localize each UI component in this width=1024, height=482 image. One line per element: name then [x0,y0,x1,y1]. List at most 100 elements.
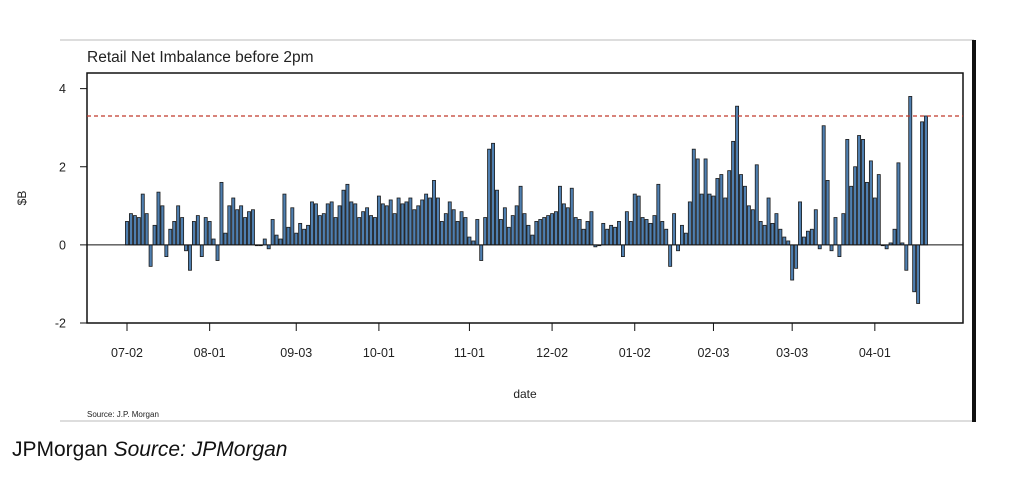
bar [577,219,582,246]
bar [813,209,818,246]
bar [408,197,413,246]
bar [459,211,464,246]
bar [892,228,897,246]
bar [136,217,141,246]
bar [404,201,409,246]
bar [357,217,362,246]
bar [735,105,740,246]
bar [802,236,806,246]
bar [695,158,700,246]
bar [609,224,614,246]
bar [849,185,854,246]
x-tick-label: 07-02 [111,346,143,360]
bar [164,244,169,258]
bar [184,244,188,252]
bar [443,213,448,246]
bar [683,232,688,246]
bar [739,174,743,246]
bar [884,244,889,250]
y-tick-label: 2 [59,160,66,174]
bar [333,217,338,246]
bar [569,187,574,246]
bar [872,197,877,246]
bar [247,211,251,246]
bar [302,228,307,246]
bar [180,217,185,246]
bar [542,217,547,246]
bar [341,189,346,246]
bar [510,215,515,246]
bar [278,238,283,246]
bar [432,180,436,246]
image-caption: JPMorgan Source: JPMorgan [12,438,287,462]
bar [762,224,767,246]
bar [727,170,732,246]
bar [243,217,248,246]
bar [400,203,405,246]
x-tick-label: 04-01 [859,346,891,360]
bar [845,139,850,246]
bar [904,244,909,271]
bar [479,244,484,261]
bar [239,205,244,246]
bar [172,221,177,246]
bar [558,185,562,246]
x-axis: 07-02 08-01 09-03 10-01 11-01 12-02 01-02 02-03… [111,322,891,360]
bar [546,215,551,246]
bar [455,221,460,246]
bar [664,228,669,246]
bar [140,193,145,246]
bar [699,193,704,246]
bar [805,230,810,246]
bar [518,185,523,246]
bar [920,121,925,246]
bar [471,240,476,246]
bar [420,199,425,246]
bar [207,221,212,246]
bar [522,213,527,246]
bar [908,96,913,246]
bar [758,221,763,246]
bar [601,222,606,246]
bar [337,205,342,246]
bar [865,181,869,246]
bar [361,211,366,246]
bar [680,224,684,246]
bar [514,205,519,246]
bar [467,236,472,246]
bar [743,185,747,246]
bar [195,215,200,246]
bar [617,221,621,246]
bar [636,195,641,246]
bar [128,213,133,246]
bar [573,217,578,246]
bar [329,201,334,246]
bar [723,197,728,246]
bar [766,197,771,246]
bar [565,207,570,246]
bar [436,197,440,246]
bar [817,244,822,250]
bar [821,125,826,246]
chart-title: Retail Net Imbalance before 2pm [87,49,314,66]
bar [754,164,759,246]
bar [861,139,865,246]
bar [376,195,381,246]
bar [561,203,566,246]
y-tick-label: 4 [59,82,66,96]
bar [782,236,787,246]
bar [152,224,157,246]
x-tick-label: 12-02 [536,346,568,360]
bar [144,213,149,246]
bar [833,217,838,246]
bar [853,166,858,246]
x-tick-label: 11-01 [454,346,485,360]
bar [325,203,330,246]
bar [770,222,775,246]
bar [916,244,921,304]
bar [707,193,712,246]
y-tick-label: 0 [59,238,66,252]
bar [306,224,310,246]
bar [798,201,802,246]
bar [191,221,196,246]
